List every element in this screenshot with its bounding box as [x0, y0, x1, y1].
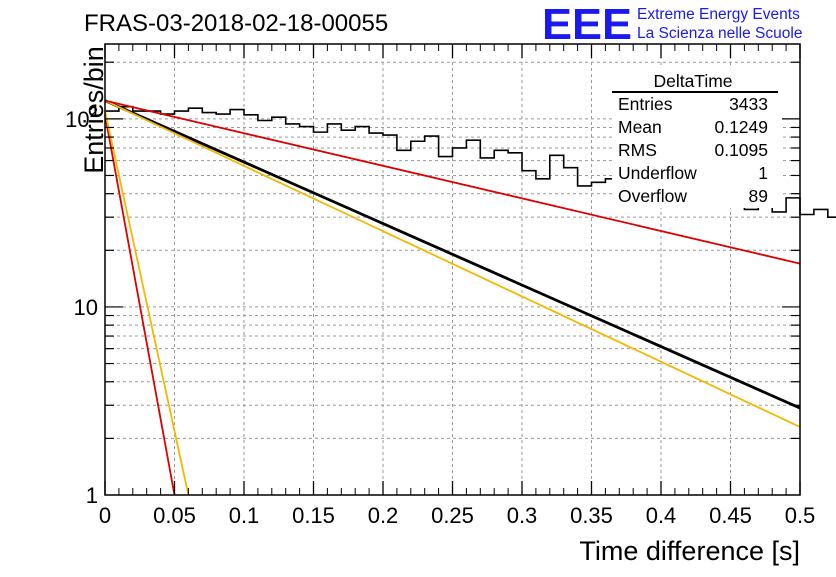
x-tick-label: 0.25	[431, 503, 474, 528]
stats-row-value: 3433	[729, 94, 768, 114]
x-axis-label: Time difference [s]	[579, 536, 800, 566]
y-axis-label: Entries/bin	[79, 46, 109, 174]
x-tick-label: 0.35	[570, 503, 613, 528]
x-tick-label: 0.1	[229, 503, 260, 528]
logo-eee: EEE	[542, 0, 632, 49]
fit-curve-red	[105, 115, 175, 495]
stats-row-label: Overflow	[618, 186, 687, 206]
stats-title: DeltaTime	[653, 71, 732, 91]
fit-curve-yellow	[105, 111, 188, 495]
x-tick-label: 0.05	[153, 503, 196, 528]
y-tick-label: 10	[74, 295, 98, 320]
x-tick-label: 0	[99, 503, 111, 528]
x-tick-label: 0.4	[646, 503, 677, 528]
stats-row-label: RMS	[618, 140, 657, 160]
stats-row-label: Entries	[618, 94, 673, 114]
x-tick-label: 0.45	[709, 503, 752, 528]
stats-row-label: Underflow	[618, 163, 697, 183]
stats-row-value: 89	[749, 186, 768, 206]
run-title: FRAS-03-2018-02-18-00055	[84, 10, 388, 37]
x-tick-label: 0.2	[368, 503, 399, 528]
stats-row-value: 1	[758, 163, 768, 183]
stats-row-value: 0.1095	[714, 140, 768, 160]
logo-line2: La Scienza nelle Scuole	[637, 25, 802, 42]
stats-row-value: 0.1249	[714, 117, 768, 137]
x-tick-label: 0.15	[292, 503, 335, 528]
stats-box: DeltaTime Entries 3433 Mean 0.1249 RMS 0.1095…	[612, 68, 780, 208]
y-tick-label: 1	[86, 483, 98, 508]
stats-row-label: Mean	[618, 117, 662, 137]
x-tick-label: 0.3	[507, 503, 538, 528]
x-tick-label: 0.5	[785, 503, 816, 528]
logo-line1: Extreme Energy Events	[637, 6, 800, 23]
